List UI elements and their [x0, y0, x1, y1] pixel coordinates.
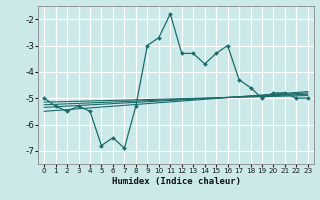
X-axis label: Humidex (Indice chaleur): Humidex (Indice chaleur) [111, 177, 241, 186]
